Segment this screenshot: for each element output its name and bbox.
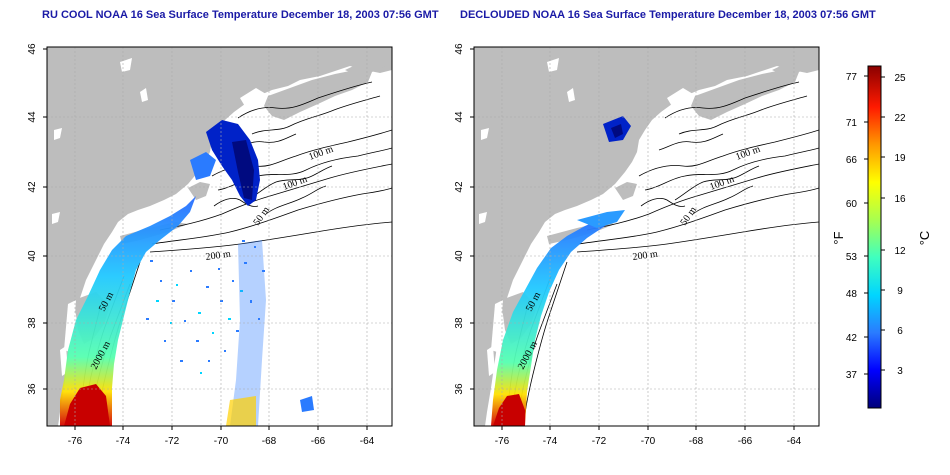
left-lat-label: 44 <box>27 111 38 123</box>
celsius-label: 16 <box>894 194 906 205</box>
right-lat-label: 46 <box>454 43 465 55</box>
fahrenheit-label: 77 <box>846 72 858 83</box>
right-sst-gulf-of-maine-cold <box>611 124 623 138</box>
right-lat-label: 38 <box>454 317 465 329</box>
fahrenheit-label: 48 <box>846 289 858 300</box>
left-map-grid <box>47 47 392 426</box>
left-sst-gulf-stream <box>64 384 110 426</box>
left-contour-label-200m: 200 m <box>205 249 232 263</box>
left-sst-offshore-band <box>230 240 266 426</box>
celsius-label: 9 <box>897 286 903 297</box>
left-map-body <box>47 47 392 426</box>
colorbar-scale <box>867 65 882 409</box>
right-lon-label: -66 <box>738 436 753 447</box>
left-sst-small-patch <box>300 396 314 412</box>
left-map-title: RU COOL NOAA 16 Sea Surface Temperature … <box>42 9 439 21</box>
left-lat-label: 46 <box>27 43 38 55</box>
right-map-panel: 100 m 100 m 50 m 200 m 50 m 2000 m -76 -… <box>454 43 820 447</box>
left-lon-label: -70 <box>214 436 229 447</box>
left-lon-label: -72 <box>165 436 180 447</box>
left-lon-label: -76 <box>68 436 83 447</box>
right-lon-label: -64 <box>787 436 802 447</box>
fahrenheit-label: 42 <box>846 333 858 344</box>
right-sst-shelf-patch <box>577 210 625 228</box>
temperature-colorbar: 77 71 66 60 53 48 42 37 25 22 19 16 12 9… <box>831 65 932 409</box>
left-map-panel: 100 m 100 m 50 m 200 m 50 m 2000 m -76 -… <box>27 43 393 447</box>
right-lon-label: -76 <box>495 436 510 447</box>
right-map-title: DECLOUDED NOAA 16 Sea Surface Temperatur… <box>460 9 876 21</box>
celsius-label: 22 <box>894 113 906 124</box>
left-lat-tick-labels: 36 38 40 42 44 46 <box>27 43 38 395</box>
celsius-unit-label: °C <box>917 231 932 246</box>
right-lat-tick-labels: 36 38 40 42 44 46 <box>454 43 465 395</box>
right-lon-label: -74 <box>543 436 558 447</box>
right-map-body <box>474 47 819 426</box>
left-sst-gulf-of-maine-cold <box>232 140 254 200</box>
left-lon-label: -74 <box>116 436 131 447</box>
right-contour-label-200m: 200 m <box>632 249 659 263</box>
celsius-label: 19 <box>894 153 906 164</box>
right-axis-ticks <box>470 48 795 430</box>
left-lon-label: -68 <box>262 436 277 447</box>
left-lon-label: -66 <box>311 436 326 447</box>
left-lat-label: 42 <box>27 181 38 193</box>
fahrenheit-label: 71 <box>846 118 858 129</box>
fahrenheit-label: 37 <box>846 370 858 381</box>
right-lon-label: -70 <box>641 436 656 447</box>
right-lat-label: 40 <box>454 250 465 262</box>
right-lon-label: -72 <box>592 436 607 447</box>
right-lon-tick-labels: -76 -74 -72 -70 -68 -66 -64 <box>495 436 802 447</box>
right-lat-label: 36 <box>454 383 465 395</box>
celsius-tick-labels: 25 22 19 16 12 9 6 3 <box>894 73 906 377</box>
fahrenheit-label: 53 <box>846 252 858 263</box>
right-lat-label: 44 <box>454 111 465 123</box>
left-lat-label: 36 <box>27 383 38 395</box>
left-lon-tick-labels: -76 -74 -72 -70 -68 -66 -64 <box>68 436 375 447</box>
left-sst-warm-patch <box>226 396 256 426</box>
right-lat-label: 42 <box>454 181 465 193</box>
left-map-frame <box>46 46 393 427</box>
fahrenheit-label: 66 <box>846 155 858 166</box>
left-lon-label: -64 <box>360 436 375 447</box>
fahrenheit-label: 60 <box>846 199 858 210</box>
celsius-label: 3 <box>897 366 903 377</box>
fahrenheit-tick-labels: 77 71 66 60 53 48 42 37 <box>846 72 858 381</box>
right-map-grid <box>474 47 819 426</box>
left-lat-label: 38 <box>27 317 38 329</box>
celsius-label: 25 <box>894 73 906 84</box>
celsius-label: 6 <box>897 326 903 337</box>
left-sst-bay-patch <box>190 152 216 180</box>
left-lat-label: 40 <box>27 250 38 262</box>
left-sst-speckles <box>146 240 265 362</box>
colorbar-ticks <box>864 75 885 375</box>
celsius-label: 12 <box>894 246 906 257</box>
left-axis-ticks <box>43 48 368 430</box>
fahrenheit-unit-label: °F <box>831 231 846 244</box>
right-lon-label: -68 <box>689 436 704 447</box>
right-sst-coastal-strip <box>491 214 613 426</box>
right-sst-gulf-stream <box>493 394 525 426</box>
left-sst-coastal-swath <box>60 196 196 426</box>
right-map-frame <box>473 46 820 427</box>
